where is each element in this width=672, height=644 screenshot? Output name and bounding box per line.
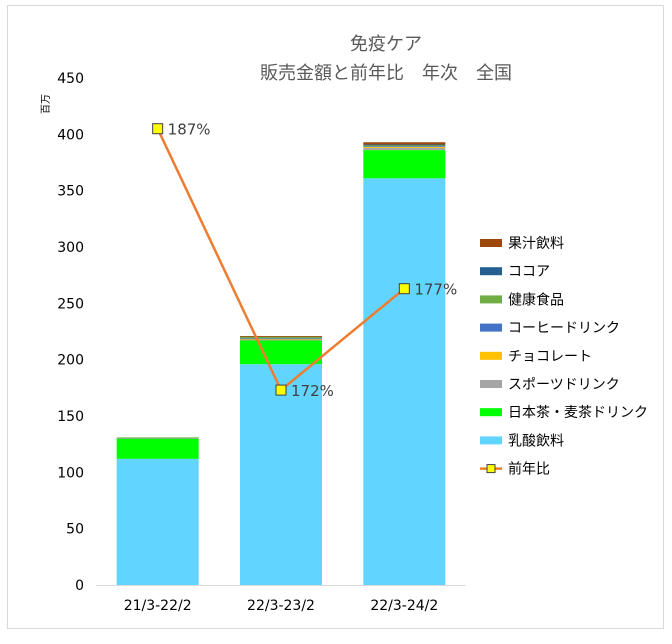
legend-label: スポーツドリンク xyxy=(508,377,620,393)
bar-segment xyxy=(363,147,446,151)
y-tick-label: 150 xyxy=(57,409,84,425)
bar-segment xyxy=(363,146,446,148)
yoy-marker xyxy=(275,384,287,396)
legend-swatch xyxy=(480,436,502,445)
legend-swatch xyxy=(480,380,502,388)
yoy-marker xyxy=(398,283,410,295)
legend-swatch xyxy=(480,408,502,417)
bar-segment xyxy=(363,146,446,147)
x-tick-label: 22/3-23/2 xyxy=(247,598,315,614)
legend-swatch xyxy=(480,267,502,276)
y-axis: 0 50 100 150 200 250 300 350 400 450 xyxy=(57,71,84,594)
legend-label: 果汁飲料 xyxy=(508,236,564,252)
chart-title: 免疫ケア xyxy=(350,34,422,55)
legend-label: 健康食品 xyxy=(508,291,564,308)
legend: 果汁飲料ココア健康食品コーヒードリンクチョコレートスポーツドリンク日本茶・麦茶ド… xyxy=(480,236,648,478)
y-tick-label: 350 xyxy=(57,184,84,200)
yoy-data-label: 177% xyxy=(414,281,457,299)
y-tick-label: 0 xyxy=(75,578,84,594)
bar-segment xyxy=(240,338,322,340)
bar-segment xyxy=(240,339,322,341)
chart: 免疫ケア 販売金額と前年比 年次 全国 百万 0 50 100 150 200 250 30… xyxy=(40,34,648,614)
legend-label: 乳酸飲料 xyxy=(508,433,564,449)
legend-swatch xyxy=(480,323,502,332)
legend-label: ココア xyxy=(508,264,550,280)
bar-segment xyxy=(240,338,322,340)
x-tick-label: 21/3-22/2 xyxy=(124,598,192,614)
legend-label: チョコレート xyxy=(508,349,592,365)
bar-segment xyxy=(240,364,322,585)
chart-frame: 免疫ケア 販売金額と前年比 年次 全国 百万 0 50 100 150 200 250 30… xyxy=(7,5,664,629)
bar-segment xyxy=(363,142,446,145)
yoy-marker xyxy=(152,123,164,135)
bar-segment xyxy=(240,336,322,337)
bar-segment xyxy=(363,144,446,146)
legend-swatch xyxy=(480,239,502,247)
legend-label: コーヒードリンク xyxy=(508,321,620,337)
y-tick-label: 100 xyxy=(57,465,84,481)
chart-subtitle: 販売金額と前年比 年次 全国 xyxy=(260,63,512,84)
y-axis-unit: 百万 xyxy=(40,94,52,114)
y-tick-label: 200 xyxy=(57,353,84,369)
bar-segment xyxy=(363,145,446,147)
yoy-data-label: 187% xyxy=(168,121,211,139)
bar-segment xyxy=(116,437,199,439)
legend-line-marker xyxy=(486,464,496,474)
bar-segment xyxy=(116,438,199,459)
bar-segment xyxy=(240,340,322,365)
legend-label: 前年比 xyxy=(508,461,550,478)
legend-label: 日本茶・麦茶ドリンク xyxy=(508,405,648,421)
legend-swatch xyxy=(480,295,502,304)
bar-segment xyxy=(116,437,199,439)
yoy-line: 187% 172% 177% xyxy=(152,121,457,400)
x-axis: 21/3-22/2 22/3-23/2 22/3-24/2 xyxy=(96,585,466,614)
y-tick-label: 250 xyxy=(57,296,84,312)
legend-swatch xyxy=(480,351,502,360)
x-tick-label: 22/3-24/2 xyxy=(370,598,438,614)
bar-segment xyxy=(363,150,446,179)
bar-segment xyxy=(240,336,322,339)
y-tick-label: 50 xyxy=(66,522,84,538)
y-tick-label: 450 xyxy=(57,71,84,87)
bar-segment xyxy=(363,178,446,586)
bars xyxy=(116,142,446,586)
y-tick-label: 300 xyxy=(57,240,84,256)
y-tick-label: 400 xyxy=(57,127,84,143)
bar-segment xyxy=(116,458,199,585)
yoy-data-label: 172% xyxy=(291,382,334,400)
